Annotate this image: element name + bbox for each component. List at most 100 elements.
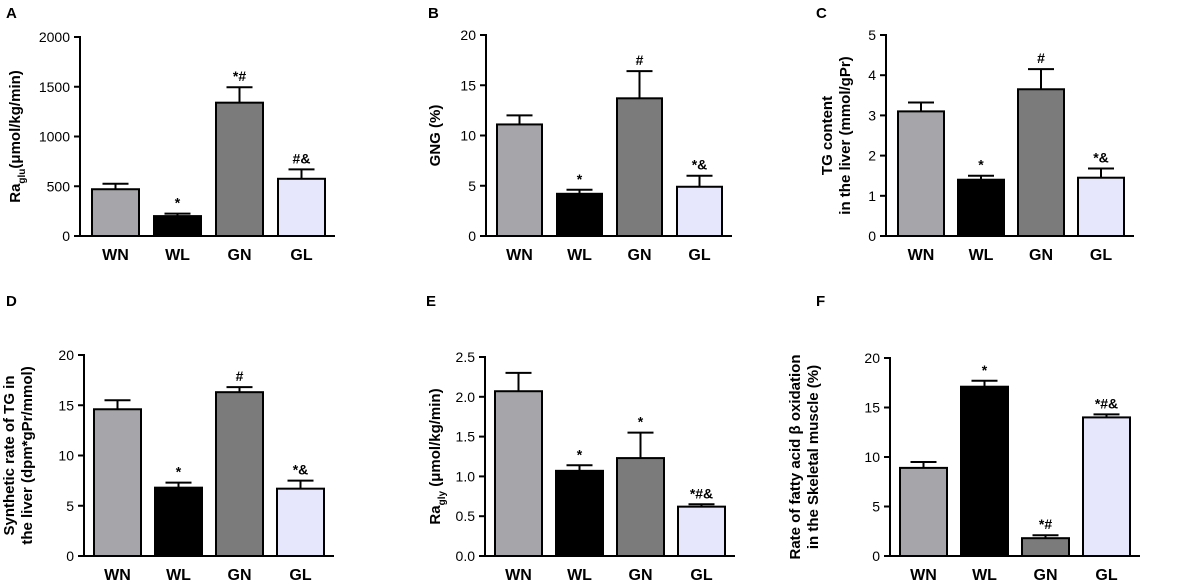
y-tick-label: 20	[58, 347, 74, 363]
bar-gl	[276, 487, 325, 558]
bar-gl	[277, 177, 326, 238]
x-tick-label: GN	[1034, 567, 1058, 584]
x-tick-label: GL	[289, 567, 311, 584]
y-axis-title-main: Ra	[427, 505, 444, 525]
x-tick-label: GN	[629, 567, 653, 584]
significance-label: *#	[1039, 516, 1052, 532]
panel-letter: F	[816, 293, 825, 310]
y-tick-label: 5	[872, 499, 880, 515]
significance-label: *	[638, 414, 644, 430]
y-tick-label: 2.0	[456, 389, 476, 405]
x-tick-label: WN	[910, 567, 937, 584]
y-tick-label: 0.5	[456, 508, 476, 524]
x-tick-label: GN	[228, 247, 252, 264]
panel-letter: C	[816, 5, 827, 22]
x-tick-label: GL	[1090, 247, 1112, 264]
y-tick-label: 10	[864, 449, 880, 465]
x-tick-label: GL	[1095, 567, 1117, 584]
bar-gn	[215, 101, 264, 237]
y-tick-label: 20	[864, 350, 880, 366]
y-tick-label: 1.0	[456, 468, 476, 484]
x-tick-label: WN	[102, 247, 129, 264]
y-tick-label: 10	[460, 128, 476, 144]
y-axis-title-main: Ra	[7, 183, 24, 203]
x-tick-label: WL	[166, 567, 191, 584]
y-tick-label: 0.0	[456, 548, 476, 564]
y-tick-label: 0	[62, 228, 70, 244]
bar-gn	[1021, 537, 1070, 557]
y-tick-label: 5	[868, 27, 876, 43]
y-axis-title-line1: Rate of fatty acid β oxidation	[787, 354, 804, 559]
significance-label: *&	[692, 157, 708, 173]
x-tick-label: GL	[688, 247, 710, 264]
x-tick-label: GN	[628, 247, 652, 264]
y-axis-title: Raglu(μmol/kg/min)	[7, 70, 28, 203]
y-tick-label: 10	[58, 448, 74, 464]
bar-gn	[215, 391, 264, 557]
y-tick-label: 1000	[39, 129, 70, 145]
panel-a: A 0 500 1000 1500 2000 WN * WL *# GN #& GL Raglu(μmol…	[6, 5, 335, 264]
bar-gl	[1082, 416, 1131, 557]
y-tick-label: 1500	[39, 79, 70, 95]
significance-label: #&	[293, 150, 311, 166]
panel-letter: E	[426, 293, 436, 310]
x-tick-label: WL	[969, 247, 994, 264]
panel-c: C 0 1 2 3 4 5 WN * WL # GN *& GL TG content in the live…	[816, 5, 1134, 264]
panel-d: D 0 5 10 15 20 WN * WL # GN *& GL Synthetic rate of T…	[1, 293, 334, 584]
significance-label: *&	[293, 462, 309, 478]
y-tick-label: 15	[58, 397, 74, 413]
significance-label: *	[982, 362, 988, 378]
y-tick-label: 4	[868, 67, 876, 83]
bar-wn	[899, 466, 948, 558]
y-tick-label: 0	[468, 228, 476, 244]
bar-gl	[676, 185, 723, 238]
x-tick-label: GL	[690, 567, 712, 584]
significance-label: *#&	[1095, 395, 1118, 411]
x-tick-label: WL	[567, 567, 592, 584]
significance-label: *	[175, 195, 181, 211]
x-tick-label: GN	[1029, 247, 1053, 264]
y-axis-title-subscript: gly	[437, 491, 448, 506]
bar-gl	[1077, 176, 1125, 238]
panel-letter: B	[428, 5, 439, 22]
significance-label: *#&	[690, 485, 713, 501]
bar-wl	[957, 178, 1005, 237]
significance-label: #	[1037, 50, 1045, 66]
y-tick-label: 1	[868, 188, 876, 204]
significance-label: *	[577, 446, 583, 462]
y-tick-label: 500	[47, 178, 71, 194]
x-tick-label: WL	[567, 247, 592, 264]
significance-label: *	[176, 464, 182, 480]
y-tick-label: 3	[868, 107, 876, 123]
y-axis-title: Ragly (μmol/kg/min)	[427, 388, 448, 524]
y-tick-label: 0	[872, 548, 880, 564]
y-tick-label: 15	[460, 77, 476, 93]
bar-wl	[960, 385, 1009, 557]
significance-label: #	[236, 368, 244, 384]
x-tick-label: WN	[908, 247, 935, 264]
y-tick-label: 2000	[39, 29, 70, 45]
significance-label: *#	[233, 68, 246, 84]
y-tick-label: 0	[66, 548, 74, 564]
x-tick-label: WN	[505, 567, 532, 584]
y-axis-title-unit: (μmol/kg/min)	[427, 388, 444, 491]
bar-wn	[93, 408, 142, 557]
x-tick-label: WL	[972, 567, 997, 584]
panel-b: B 0 5 10 15 20 WN * WL # GN *& GL GNG (%)	[427, 5, 732, 264]
y-axis-title: GNG (%)	[427, 105, 444, 167]
panel-f: F 0 5 10 15 20 WN * WL *# GN *#& GL Rate of fatty aci…	[787, 293, 1140, 584]
significance-label: *	[577, 171, 583, 187]
x-tick-label: GL	[290, 247, 312, 264]
bar-gn	[1017, 88, 1065, 237]
bar-wl	[555, 469, 604, 557]
bar-wn	[496, 123, 543, 237]
bar-wn	[494, 390, 543, 557]
bar-gn	[616, 97, 663, 237]
significance-label: *	[978, 157, 984, 173]
x-tick-label: WN	[104, 567, 131, 584]
x-tick-label: WN	[506, 247, 533, 264]
y-tick-label: 5	[66, 498, 74, 514]
x-tick-label: GN	[228, 567, 252, 584]
y-tick-label: 0	[868, 228, 876, 244]
